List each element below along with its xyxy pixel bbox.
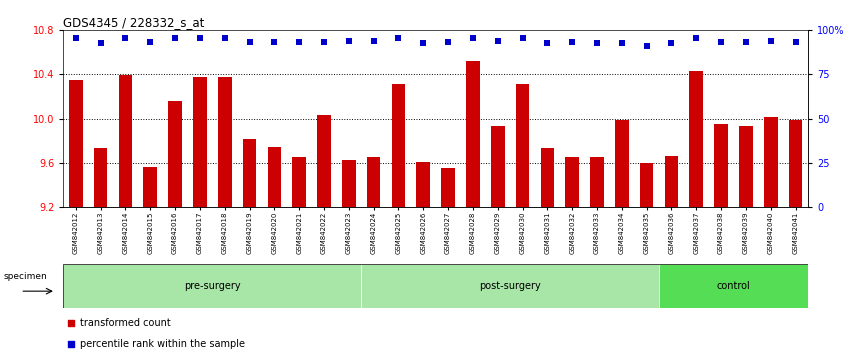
Bar [615, 120, 629, 354]
Point [764, 38, 777, 44]
Point [466, 35, 480, 41]
Point [640, 43, 653, 48]
Point [64, 341, 78, 347]
Bar [218, 76, 232, 354]
Bar [118, 75, 132, 354]
Bar [764, 118, 777, 354]
Bar [591, 157, 604, 354]
Bar [689, 71, 703, 354]
Text: transformed count: transformed count [80, 319, 171, 329]
Point [118, 35, 132, 41]
Point [591, 41, 604, 46]
Point [491, 38, 504, 44]
Point [293, 39, 306, 45]
Bar [392, 84, 405, 354]
Text: post-surgery: post-surgery [480, 281, 541, 291]
Bar [565, 157, 579, 354]
Point [193, 35, 206, 41]
Point [218, 35, 232, 41]
Point [442, 39, 455, 45]
Bar [69, 80, 83, 354]
Text: pre-surgery: pre-surgery [184, 281, 240, 291]
Bar [342, 160, 355, 354]
Bar [293, 157, 306, 354]
Bar [168, 101, 182, 354]
Bar [367, 157, 381, 354]
Bar [491, 126, 504, 354]
Bar [466, 61, 480, 354]
Bar [94, 148, 107, 354]
Text: GDS4345 / 228332_s_at: GDS4345 / 228332_s_at [63, 16, 205, 29]
Point [615, 41, 629, 46]
Bar [361, 264, 659, 308]
Bar [243, 138, 256, 354]
Point [565, 39, 579, 45]
Point [243, 39, 256, 45]
Bar [442, 169, 455, 354]
Bar [193, 76, 206, 354]
Point [665, 41, 678, 46]
Text: specimen: specimen [3, 272, 47, 281]
Point [168, 35, 182, 41]
Bar [659, 264, 808, 308]
Bar [317, 115, 331, 354]
Point [714, 39, 728, 45]
Bar [739, 126, 753, 354]
Point [689, 35, 703, 41]
Bar [714, 124, 728, 354]
Bar [416, 162, 430, 354]
Point [392, 35, 405, 41]
Point [64, 321, 78, 326]
Bar [144, 167, 157, 354]
Point [317, 39, 331, 45]
Point [94, 41, 107, 46]
Bar [788, 120, 802, 354]
Bar [640, 163, 653, 354]
Point [69, 35, 83, 41]
Point [516, 35, 530, 41]
Bar [63, 264, 361, 308]
Bar [541, 148, 554, 354]
Point [416, 41, 430, 46]
Point [342, 38, 355, 44]
Point [739, 39, 753, 45]
Point [267, 39, 281, 45]
Point [367, 38, 381, 44]
Text: percentile rank within the sample: percentile rank within the sample [80, 339, 244, 349]
Point [788, 39, 802, 45]
Point [541, 41, 554, 46]
Bar [267, 147, 281, 354]
Text: control: control [717, 281, 750, 291]
Bar [665, 156, 678, 354]
Bar [516, 84, 530, 354]
Point [144, 39, 157, 45]
